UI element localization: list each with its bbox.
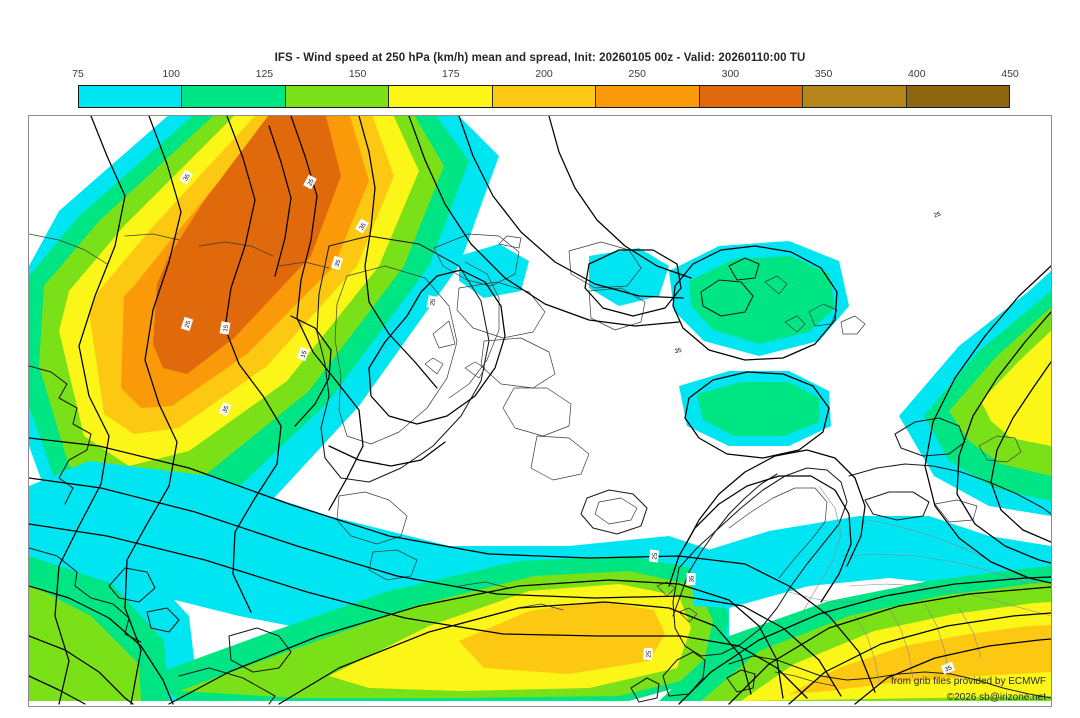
colorbar-tick-75: 75	[72, 68, 84, 80]
contour-label: 25	[184, 319, 193, 328]
colorbar-tick-450: 450	[1001, 68, 1019, 80]
fill-band-150-175-ne	[981, 331, 1051, 446]
contour-label: 25	[933, 210, 942, 219]
fill-band-75-100-baffin	[459, 244, 529, 298]
map-canvas[interactable]: 35 25 35 25 35	[28, 115, 1052, 707]
colorbar-cell-75-100	[79, 86, 183, 107]
fill-band-100-125-arctic-e	[697, 382, 819, 436]
contour-label: 15	[300, 349, 309, 358]
contour-label: 25	[645, 650, 653, 658]
contour-label: 25	[429, 298, 437, 307]
fill-band-125-150-sw	[29, 584, 141, 701]
windspeed-fill-layer	[29, 116, 1051, 706]
colorbar-tick-200: 200	[535, 68, 553, 80]
fill-band-250-300-nw	[153, 116, 341, 374]
colorbar-cell-100-125	[182, 86, 286, 107]
colorbar-tick-125: 125	[255, 68, 274, 80]
colorbar-tick-100: 100	[162, 68, 180, 80]
fill-band-175-200-central	[459, 601, 665, 674]
colorbar-cell-200-250	[596, 86, 700, 107]
coastline-layer	[29, 233, 1051, 705]
contour-label: 25	[306, 177, 316, 187]
contour-label: 35	[358, 221, 368, 231]
fill-band-75-100-svalbard	[589, 248, 669, 306]
colorbar-tick-175: 175	[442, 68, 460, 80]
map-svg: 35 25 35 25 35	[29, 116, 1051, 706]
colorbar-legend: 75 100 125 150 175 200 250 300 350 400 450	[72, 68, 1019, 108]
contour-label: 35	[334, 258, 343, 267]
colorbar-tick-labels: 75 100 125 150 175 200 250 300 350 400 450	[72, 68, 1019, 84]
colorbar-cell-175-200	[492, 86, 597, 107]
colorbar-cell-125-150	[285, 86, 390, 107]
colorbar-tick-350: 350	[814, 68, 833, 80]
colorbar-tick-300: 300	[721, 68, 740, 80]
fill-band-100-125-arctic-w	[689, 256, 835, 344]
contour-label: 35	[221, 404, 230, 414]
colorbar-cell-300-350	[803, 86, 907, 107]
contour-label: 35	[182, 172, 192, 182]
fill-band-175-200-se	[789, 625, 1051, 694]
contour-label: 35	[944, 664, 954, 673]
colorbar-tick-250: 250	[628, 68, 646, 80]
colorbar-cell-250-300	[699, 86, 804, 107]
contour-label: 35	[688, 575, 695, 583]
colorbar-cell-350-400	[906, 86, 1009, 107]
colorbar-swatches	[78, 85, 1010, 108]
spread-contour-layer	[29, 116, 1051, 705]
contour-label-layer: 35 25 35 25 35	[179, 169, 956, 675]
page-title: IFS - Wind speed at 250 hPa (km/h) mean …	[274, 52, 806, 64]
contour-label: 15	[222, 324, 230, 333]
contour-label: 25	[651, 552, 659, 560]
colorbar-tick-400: 400	[908, 68, 926, 80]
colorbar-cell-150-175	[389, 86, 493, 107]
colorbar-tick-150: 150	[348, 68, 367, 80]
contour-label: 35	[674, 347, 683, 355]
